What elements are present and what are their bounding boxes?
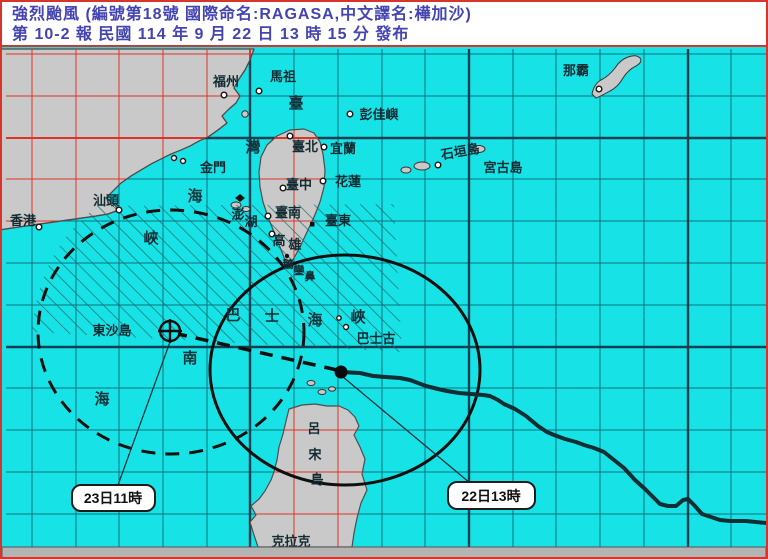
eluanbi-marker bbox=[284, 253, 290, 259]
ishigaki-marker bbox=[434, 161, 442, 169]
luzon-label: 呂 宋 島 bbox=[307, 421, 323, 487]
taichung-marker bbox=[279, 184, 287, 192]
svg-text:鼻: 鼻 bbox=[305, 269, 316, 283]
svg-text:士: 士 bbox=[264, 307, 279, 325]
naha-label: 那霸 bbox=[563, 63, 589, 78]
forecast-time-box bbox=[71, 484, 156, 512]
svg-text:峽: 峽 bbox=[350, 308, 366, 326]
basco-marker bbox=[342, 323, 350, 331]
kinmen-marker bbox=[170, 154, 178, 162]
ishigaki-islet bbox=[413, 161, 431, 171]
svg-text:灣: 灣 bbox=[245, 138, 260, 156]
svg-text:海: 海 bbox=[187, 187, 202, 205]
svg-text:宋: 宋 bbox=[307, 447, 322, 462]
okinawa-island bbox=[591, 55, 642, 99]
kinmen-marker bbox=[179, 157, 187, 165]
svg-text:海: 海 bbox=[94, 390, 109, 408]
miyakojima-label: 宮古島 bbox=[483, 160, 522, 175]
south-china-sea-label: 南 海 bbox=[94, 349, 197, 408]
tainan-label: 臺南 bbox=[275, 205, 301, 220]
taichung-label: 臺中 bbox=[286, 177, 312, 192]
basco-label: 巴士古 bbox=[356, 331, 395, 346]
svg-text:雄: 雄 bbox=[287, 237, 301, 252]
yilan-label: 宜蘭 bbox=[330, 141, 356, 156]
current-time-box bbox=[447, 481, 536, 510]
dongsha-label: 東沙島 bbox=[92, 323, 131, 338]
penghu-marker bbox=[235, 194, 245, 202]
shantou-marker bbox=[115, 206, 123, 214]
storm-wind-circle bbox=[208, 253, 482, 487]
typhoon-past-track bbox=[339, 370, 766, 525]
babuyan-islet bbox=[306, 380, 316, 386]
svg-text:呂: 呂 bbox=[307, 421, 320, 436]
pengjiayu-marker bbox=[346, 110, 354, 118]
ishigaki-label: 石垣島 bbox=[439, 141, 481, 163]
svg-text:南: 南 bbox=[182, 349, 197, 367]
svg-text:鵝: 鵝 bbox=[283, 257, 294, 271]
header: 強烈颱風 (編號第18號 國際命名:RAGASA,中文譯名:樺加沙) 第 10-… bbox=[2, 2, 766, 47]
svg-text:島: 島 bbox=[310, 472, 323, 487]
typhoon-track-map: 23日11時 22日13時 福州 馬祖 臺北 宜蘭 bbox=[2, 47, 766, 557]
ishigaki-islet bbox=[400, 166, 412, 174]
svg-text:海: 海 bbox=[307, 311, 322, 329]
bottom-strip bbox=[2, 546, 766, 557]
svg-text:湖: 湖 bbox=[244, 214, 257, 229]
hongkong-label: 香港 bbox=[9, 213, 37, 228]
coastline-outline bbox=[2, 48, 255, 231]
svg-text:峽: 峽 bbox=[143, 229, 159, 247]
svg-text:鑾: 鑾 bbox=[293, 263, 306, 277]
warning-area-hatch bbox=[32, 204, 402, 352]
svg-text:澎: 澎 bbox=[231, 207, 244, 222]
hualien-label: 花蓮 bbox=[335, 174, 361, 189]
current-leader-line bbox=[342, 376, 471, 484]
penghu-label: 澎 湖 bbox=[231, 207, 257, 229]
mazu-marker bbox=[255, 87, 263, 95]
bashi-islet-marker bbox=[336, 315, 342, 321]
typhoon-center-dot bbox=[334, 365, 348, 379]
forecast-leader-line bbox=[117, 341, 171, 486]
kinmen-label: 金門 bbox=[199, 160, 226, 175]
forecast-track bbox=[177, 332, 338, 372]
tainan-marker bbox=[264, 212, 272, 220]
taitung-label: 臺東 bbox=[325, 213, 351, 228]
svg-text:臺: 臺 bbox=[288, 94, 303, 112]
forecast-time-label: 23日11時 bbox=[84, 490, 142, 506]
typhoon-title: 強烈颱風 (編號第18號 國際命名:RAGASA,中文譯名:樺加沙) bbox=[12, 6, 472, 23]
taipei-label: 臺北 bbox=[292, 139, 318, 154]
svg-text:高: 高 bbox=[272, 233, 285, 248]
fuzhou-marker bbox=[220, 91, 228, 99]
taipei-marker bbox=[286, 132, 294, 140]
mazu-label: 馬祖 bbox=[270, 69, 296, 84]
svg-text:巴: 巴 bbox=[225, 306, 240, 324]
taitung-marker bbox=[310, 222, 315, 227]
eluanbi-label: 鵝 鑾 鼻 bbox=[283, 257, 316, 283]
coastal-islet bbox=[241, 110, 249, 118]
miyako-islet bbox=[472, 145, 486, 153]
hualien-marker bbox=[319, 177, 327, 185]
forecast-position-symbol bbox=[158, 319, 182, 343]
hongkong-marker bbox=[35, 223, 43, 231]
babuyan-islet bbox=[328, 386, 336, 392]
kaohsiung-label: 高 雄 bbox=[272, 233, 301, 252]
forecast-wind-circle bbox=[36, 208, 306, 456]
naha-marker bbox=[595, 85, 603, 93]
fuzhou-label: 福州 bbox=[212, 74, 239, 89]
shantou-label: 汕頭 bbox=[93, 193, 120, 208]
babuyan-islet bbox=[317, 389, 327, 395]
clark-label: 克拉克 bbox=[271, 534, 310, 549]
pengjiayu-label: 彭佳嶼 bbox=[359, 107, 398, 122]
bashi-channel-label: 巴 士 海 峽 bbox=[225, 306, 366, 329]
taiwan-strait-label: 臺 灣 海 峽 bbox=[143, 94, 303, 247]
yilan-marker bbox=[320, 143, 328, 151]
kaohsiung-marker bbox=[268, 230, 276, 238]
issue-info: 第 10-2 報 民國 114 年 9 月 22 日 13 時 15 分 發布 bbox=[12, 26, 410, 43]
current-time-label: 22日13時 bbox=[461, 488, 520, 504]
